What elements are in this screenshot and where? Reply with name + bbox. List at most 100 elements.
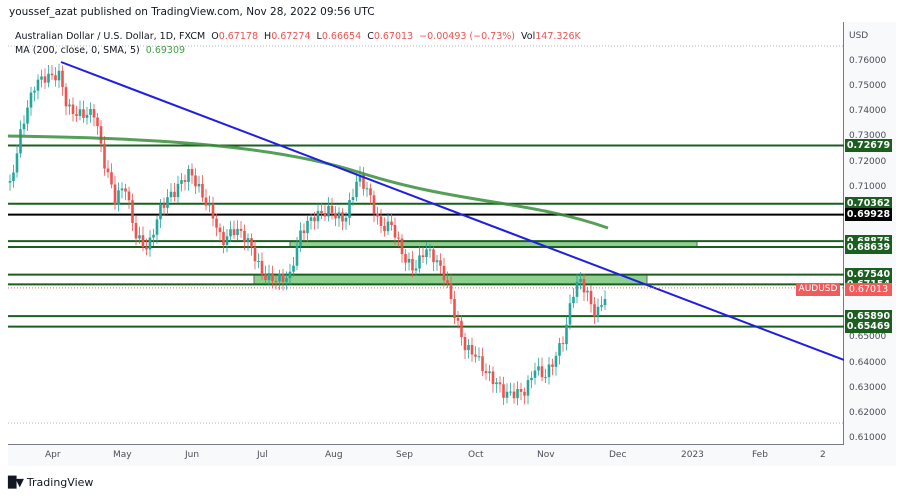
candle-down (218, 227, 222, 233)
candle-down (456, 317, 460, 321)
candle-down (551, 364, 554, 367)
candle-down (498, 382, 502, 385)
candle-down (281, 274, 285, 282)
candle-down (369, 188, 372, 196)
chart-pane[interactable] (8, 22, 844, 445)
candle-up (285, 278, 288, 282)
candle-up (197, 183, 201, 187)
candle-up (187, 168, 190, 182)
candle-up (8, 181, 12, 183)
candle-up (603, 299, 607, 306)
candle-down (393, 224, 397, 238)
candle-down (313, 217, 316, 222)
candle-down (372, 195, 376, 214)
candle-up (488, 371, 491, 374)
volume-value: 147.326K (535, 31, 581, 42)
candle-down (110, 172, 113, 185)
brand-name: TradingView (26, 476, 94, 489)
symbol-description: Australian Dollar / U.S. Dollar, 1D, FXC… (15, 31, 206, 42)
candle-down (61, 70, 64, 88)
ma-legend[interactable]: MA (200, close, 0, SMA, 5) 0.69309 (15, 45, 185, 56)
candle-down (201, 183, 204, 198)
candle-down (376, 213, 379, 217)
time-tick: Jul (257, 450, 268, 460)
candle-down (127, 191, 131, 201)
candle-up (292, 265, 295, 272)
candle-down (379, 216, 383, 226)
price-tick: 0.64000 (849, 357, 887, 368)
candle-up (180, 180, 183, 184)
candle-down (264, 274, 267, 280)
candle-down (582, 279, 586, 293)
candle-down (460, 320, 463, 338)
descending-trendline (60, 61, 844, 361)
candle-down (474, 354, 477, 357)
candle-up (40, 76, 43, 80)
candle-up (565, 324, 568, 345)
level-price-tag: 0.69928 (845, 208, 892, 222)
change-value: −0.00493 (−0.73%) (419, 31, 515, 42)
candle-up (600, 305, 603, 307)
candle-down (589, 290, 593, 305)
publisher-line: youssef_azat published on TradingView.co… (9, 6, 375, 18)
candle-up (47, 73, 50, 83)
candle-up (29, 92, 33, 108)
candle-down (190, 168, 194, 176)
candle-up (120, 188, 124, 191)
candle-up (418, 255, 421, 269)
candle-up (554, 355, 558, 367)
candle-down (491, 371, 495, 385)
candle-down (232, 229, 236, 236)
candle-up (537, 366, 540, 371)
price-tick: 0.73000 (849, 131, 887, 142)
candle-up (148, 237, 152, 250)
candle-down (96, 117, 99, 127)
candle-down (54, 75, 57, 81)
price-tick: 0.71000 (849, 181, 887, 192)
candle-down (211, 203, 215, 219)
level-price-tag: 0.65890 (845, 309, 892, 323)
price-tick: 0.76000 (849, 56, 887, 66)
price-chart[interactable] (8, 22, 844, 445)
candle-up (547, 364, 551, 378)
candle-down (141, 235, 145, 248)
candle-down (253, 246, 257, 262)
candle-down (540, 366, 544, 378)
candle-up (425, 249, 428, 258)
candle-up (19, 129, 22, 154)
candle-up (33, 90, 36, 93)
candle-down (99, 126, 103, 144)
candle-up (309, 217, 313, 221)
level-price-tag: 0.68639 (845, 240, 892, 254)
candle-up (12, 172, 15, 182)
candle-down (82, 109, 85, 118)
close-value: 0.67013 (373, 31, 414, 42)
candle-down (411, 258, 414, 271)
price-tick: 0.72000 (849, 156, 887, 167)
candle-up (516, 389, 519, 399)
level-price-tag: 0.72679 (845, 138, 892, 152)
candle-up (533, 370, 537, 378)
candle-down (481, 356, 484, 372)
candle-up (596, 306, 600, 317)
candle-down (330, 205, 334, 214)
high-value: 0.67274 (271, 31, 311, 42)
candle-up (68, 104, 71, 107)
candle-up (355, 181, 358, 198)
currency-label: USD (849, 31, 869, 41)
candle-up (57, 70, 61, 81)
price-tick: 0.61000 (849, 433, 887, 443)
price-tick: 0.75000 (849, 81, 887, 92)
candle-down (400, 238, 404, 255)
candle-up (236, 228, 239, 236)
candle-up (337, 212, 341, 219)
open-value: 0.67178 (218, 31, 258, 42)
candle-up (85, 114, 89, 118)
ma-label: MA (200, close, 0, SMA, 5) (15, 45, 140, 56)
time-tick: Jun (185, 450, 200, 460)
moving-average-line (8, 134, 609, 230)
candle-down (341, 212, 344, 222)
candle-down (239, 228, 243, 231)
candle-up (229, 229, 232, 237)
candle-down (194, 175, 197, 187)
